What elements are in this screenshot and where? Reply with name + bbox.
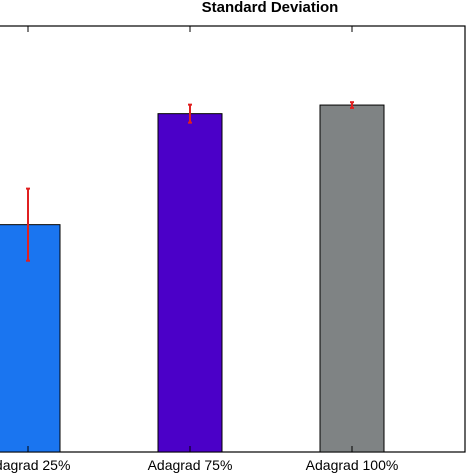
x-tick-label-0: Adagrad 25% [0,457,70,473]
chart-title: Standard Deviation [202,0,339,16]
plot-area-frame [0,25,466,453]
bar-1 [157,113,223,453]
x-tick-label-1: Adagrad 75% [148,457,233,473]
bar-2 [319,104,385,453]
x-tick-label-2: Adagrad 100% [306,457,399,473]
bar-0 [0,224,61,453]
